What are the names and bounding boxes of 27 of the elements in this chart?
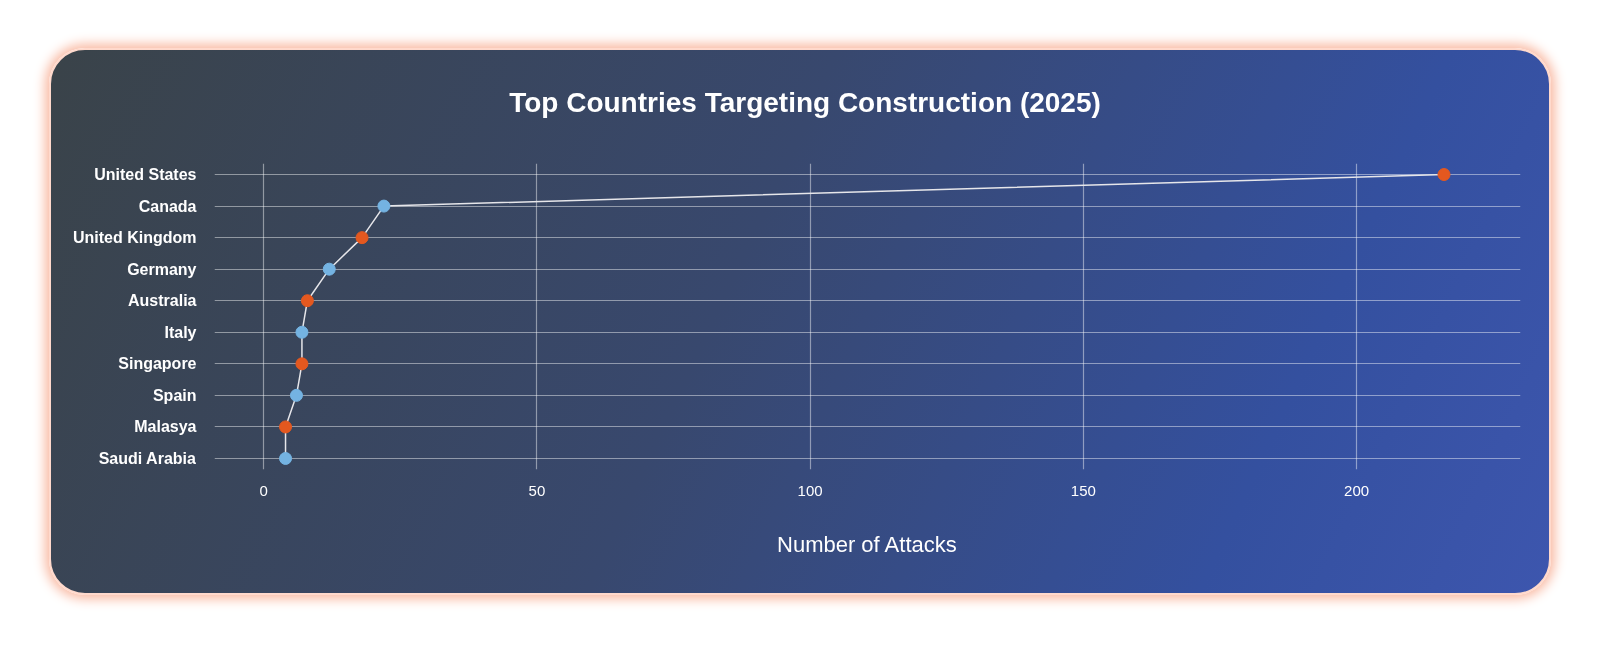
x-tick-label: 0 <box>259 481 268 499</box>
point <box>300 294 314 308</box>
point <box>355 231 369 245</box>
point <box>289 388 303 402</box>
y-tick-label: Malasya <box>134 418 197 436</box>
point <box>1437 168 1451 182</box>
point <box>322 262 336 276</box>
y-tick-label: United Kingdom <box>72 229 197 247</box>
y-tick-label: Saudi Arabia <box>98 449 197 467</box>
point <box>279 451 293 465</box>
y-tick-label: Australia <box>128 292 197 310</box>
point <box>295 357 309 371</box>
x-tick-label: 200 <box>1344 481 1370 499</box>
point <box>279 420 293 434</box>
x-tick-label: 150 <box>1070 481 1096 499</box>
point <box>295 325 309 339</box>
y-tick-label: Canada <box>138 197 197 215</box>
x-tick-label: 50 <box>528 481 546 499</box>
y-tick-label: United States <box>94 166 197 184</box>
point <box>377 199 391 213</box>
y-tick-label: Spain <box>152 386 197 404</box>
y-tick-label: Germany <box>127 260 197 278</box>
y-tick-label: Italy <box>164 323 197 341</box>
chart-title: Top Countries Targeting Construction (2025) <box>509 87 1101 119</box>
x-axis-title: Number of Attacks <box>777 531 957 557</box>
y-tick-label: Singapore <box>118 355 197 373</box>
x-tick-label: 100 <box>797 481 823 499</box>
